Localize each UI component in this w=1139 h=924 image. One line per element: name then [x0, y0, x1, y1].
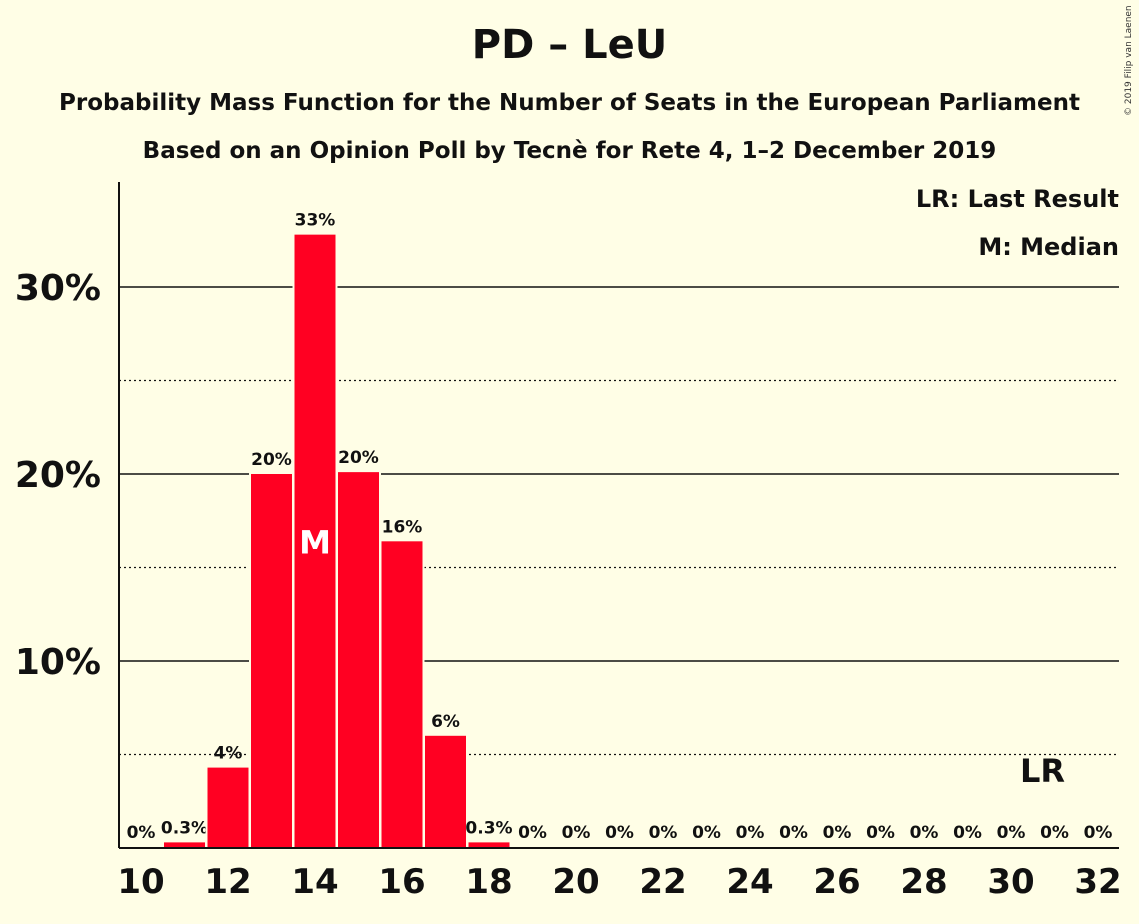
x-tick-label: 28	[900, 862, 947, 902]
data-label: 0%	[127, 823, 156, 843]
data-label: 0.3%	[465, 818, 512, 838]
data-label: 0%	[649, 823, 678, 843]
data-label: 33%	[295, 211, 336, 231]
data-label: 0%	[779, 823, 808, 843]
data-label: 0%	[823, 823, 852, 843]
y-tick-label: 20%	[15, 455, 101, 496]
x-tick-label: 14	[291, 862, 338, 902]
chart-subtitle: Probability Mass Function for the Number…	[59, 90, 1080, 116]
chart-subtitle-2: Based on an Opinion Poll by Tecnè for Re…	[142, 138, 997, 164]
data-label: 0%	[605, 823, 634, 843]
data-label: 0%	[953, 823, 982, 843]
data-label: 0%	[910, 823, 939, 843]
y-tick-label: 10%	[15, 642, 101, 683]
data-label: 16%	[382, 517, 423, 537]
bar	[164, 842, 205, 848]
last-result-marker: LR	[1020, 752, 1065, 790]
median-marker: M	[299, 523, 331, 561]
x-tick-label: 18	[465, 862, 512, 902]
x-tick-label: 20	[552, 862, 599, 902]
bar	[294, 234, 336, 848]
x-tick-label: 30	[987, 862, 1034, 902]
data-label: 4%	[214, 744, 243, 764]
bar	[251, 474, 292, 848]
x-tick-label: 32	[1074, 862, 1121, 902]
data-label: 0%	[1084, 823, 1113, 843]
x-tick-label: 22	[639, 862, 686, 902]
legend-last-result: LR: Last Result	[915, 185, 1119, 213]
bar	[381, 541, 423, 848]
x-tick-label: 26	[813, 862, 860, 902]
y-tick-label: 30%	[15, 268, 101, 309]
data-label: 0.3%	[161, 818, 208, 838]
data-label: 0%	[866, 823, 895, 843]
x-tick-label: 12	[204, 862, 251, 902]
data-label: 0%	[692, 823, 721, 843]
bar	[468, 842, 510, 848]
data-label: 0%	[1040, 823, 1069, 843]
data-label: 0%	[562, 823, 591, 843]
data-label: 20%	[338, 448, 379, 468]
legend-median: M: Median	[978, 233, 1119, 261]
x-tick-label: 24	[726, 862, 773, 902]
data-label: 0%	[736, 823, 765, 843]
bar	[425, 735, 466, 848]
chart-title: PD – LeU	[471, 22, 668, 68]
data-label: 0%	[518, 823, 547, 843]
bar	[338, 472, 379, 848]
bar	[207, 767, 249, 848]
x-tick-label: 16	[378, 862, 425, 902]
x-tick-label: 10	[117, 862, 164, 902]
data-label: 20%	[251, 450, 292, 470]
data-label: 0%	[997, 823, 1026, 843]
data-label: 6%	[431, 712, 460, 732]
